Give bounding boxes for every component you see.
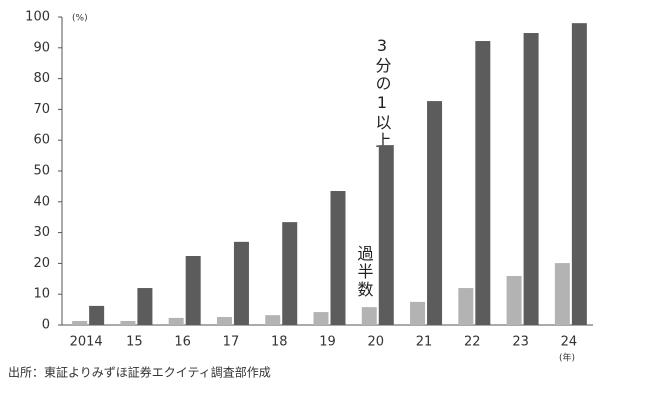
bar [554,263,570,325]
bar [168,317,184,325]
x-tick-label: 19 [319,335,336,350]
bar [378,145,394,325]
y-tick-label: 10 [33,287,50,302]
bar [571,23,587,325]
bar [265,315,281,325]
bar [89,305,105,325]
x-tick-label: 16 [174,335,191,350]
bar [233,241,249,325]
x-tick-label: 21 [416,335,433,350]
bar [523,33,539,326]
y-tick-label: 40 [33,194,50,209]
y-unit: (%) [72,14,88,24]
bar [72,320,88,325]
source: 出所：東証よりみずほ証券エクイティ調査部作成 [8,365,271,380]
bar [506,276,522,325]
bar [216,316,232,325]
bar [282,222,298,325]
x-tick-label: 24 [561,335,578,350]
bar [458,288,474,325]
x-tick-label: 15 [126,335,143,350]
bar [427,101,443,325]
bar [330,191,346,325]
x-tick-label: 17 [223,335,240,350]
bar [120,320,136,325]
bar [475,41,491,326]
bar [313,312,329,325]
x-tick-label: 20 [367,335,384,350]
y-tick-label: 70 [33,102,50,117]
y-tick-label: 90 [33,40,50,55]
x-tick-label: 22 [464,335,481,350]
x-tick-label: 23 [512,335,529,350]
y-tick-label: 20 [33,256,50,271]
x-tick-label: 18 [271,335,288,350]
bar [137,288,153,325]
y-tick-label: 0 [42,318,50,333]
y-tick-label: 80 [33,71,50,86]
bar [410,301,426,325]
bar [361,307,377,325]
y-tick-label: 60 [33,133,50,148]
bar [185,256,201,325]
y-tick-label: 100 [25,10,50,25]
x-unit: (年) [559,352,575,364]
x-tick-label: 2014 [70,335,103,350]
y-tick-label: 50 [33,164,50,179]
annotation: 過半数 [355,245,374,299]
annotation: 3分の1以上 [373,36,392,150]
y-tick-label: 30 [33,225,50,240]
